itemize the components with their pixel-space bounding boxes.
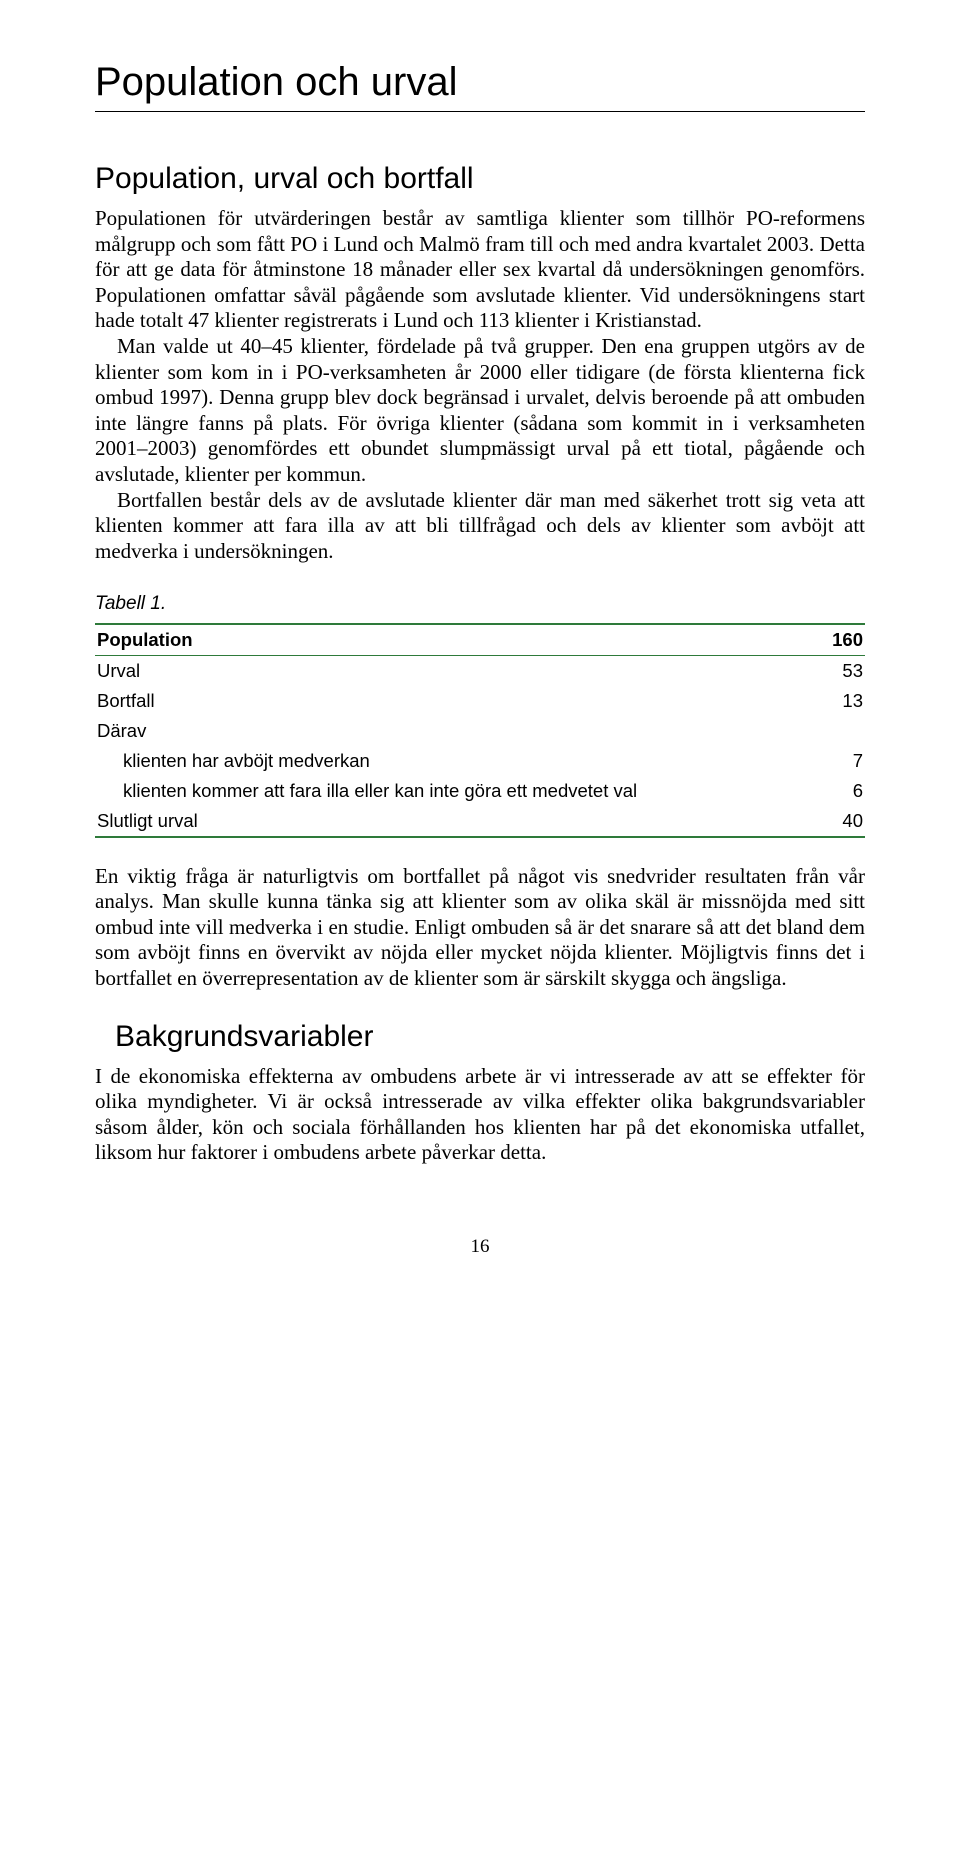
paragraph: En viktig fråga är naturligtvis om bortf… <box>95 864 865 992</box>
paragraph: Man valde ut 40–45 klienter, fördelade p… <box>95 334 865 488</box>
section-heading-population: Population, urval och bortfall <box>95 162 865 196</box>
document-page: Population och urval Population, urval o… <box>0 0 960 1308</box>
section-heading-bakgrundsvariabler: Bakgrundsvariabler <box>115 1020 865 1054</box>
table-cell-value: 53 <box>795 655 865 686</box>
table-cell-value <box>795 716 865 746</box>
paragraph: Bortfallen består dels av de avslutade k… <box>95 488 865 565</box>
table-row: klienten kommer att fara illa eller kan … <box>95 776 865 806</box>
paragraph-text: Man valde ut 40–45 klienter, fördelade p… <box>95 334 865 486</box>
table-row: Slutligt urval 40 <box>95 806 865 837</box>
paragraph-text: Bortfallen består dels av de avslutade k… <box>95 488 865 563</box>
page-number: 16 <box>95 1236 865 1258</box>
table-row: klienten har avböjt medverkan 7 <box>95 746 865 776</box>
table-row: Bortfall 13 <box>95 686 865 716</box>
table-cell-value: 7 <box>795 746 865 776</box>
paragraph-text: Populationen för utvärderingen består av… <box>95 206 865 332</box>
table-row: Population 160 <box>95 624 865 656</box>
table-cell-value: 6 <box>795 776 865 806</box>
page-title: Population och urval <box>95 60 865 105</box>
table-cell-label: klienten har avböjt medverkan <box>95 746 795 776</box>
table-caption: Tabell 1. <box>95 593 865 615</box>
table-cell-label: Population <box>95 624 795 656</box>
paragraph: Populationen för utvärderingen består av… <box>95 206 865 334</box>
table-population: Population 160 Urval 53 Bortfall 13 Dära… <box>95 623 865 838</box>
table-cell-value: 13 <box>795 686 865 716</box>
paragraph-text: I de ekonomiska effekterna av ombudens a… <box>95 1064 865 1165</box>
table-cell-label: Slutligt urval <box>95 806 795 837</box>
paragraph: I de ekonomiska effekterna av ombudens a… <box>95 1064 865 1166</box>
table-cell-label: Bortfall <box>95 686 795 716</box>
paragraph-text: En viktig fråga är naturligtvis om bortf… <box>95 864 865 990</box>
table-row: Urval 53 <box>95 655 865 686</box>
table-cell-label: Därav <box>95 716 795 746</box>
table-cell-value: 160 <box>795 624 865 656</box>
title-underline <box>95 111 865 112</box>
table-row: Därav <box>95 716 865 746</box>
table-cell-label: Urval <box>95 655 795 686</box>
table-cell-value: 40 <box>795 806 865 837</box>
table-cell-label: klienten kommer att fara illa eller kan … <box>95 776 795 806</box>
